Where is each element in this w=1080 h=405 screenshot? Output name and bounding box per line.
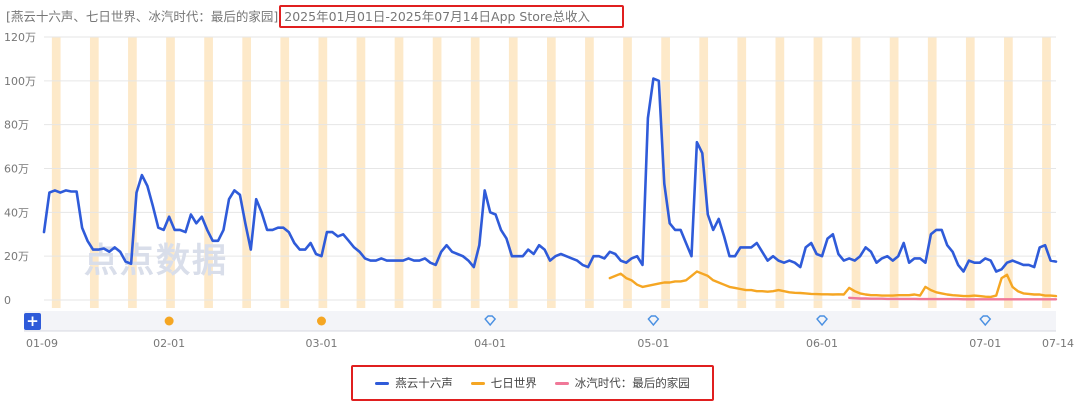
weekend-band xyxy=(470,37,480,308)
title-prefix: [燕云十六声、七日世界、冰汽时代：最后的家园] xyxy=(6,9,279,24)
x-tick-label: 02-01 xyxy=(153,337,185,350)
weekend-band xyxy=(89,37,99,308)
title-highlight: 2025年01月01日-2025年07月14日App Store总收入 xyxy=(279,5,624,28)
event-marker-dot xyxy=(164,316,174,326)
legend-label-frostpunk: 冰汽时代：最后的家园 xyxy=(574,376,690,390)
y-tick-label: 0 xyxy=(4,294,11,307)
legend-swatch-yanyun xyxy=(375,381,390,385)
weekend-band xyxy=(813,37,823,308)
weekend-band xyxy=(927,37,937,308)
weekend-band xyxy=(889,37,899,308)
legend-swatch-qiri xyxy=(470,381,485,385)
x-tick-label: 06-01 xyxy=(806,337,838,350)
y-tick-label: 120万 xyxy=(4,31,36,44)
series-line-frostpunk xyxy=(848,296,1058,301)
x-tick-label: 04-01 xyxy=(474,337,506,350)
legend-swatch-frostpunk xyxy=(554,381,569,385)
weekend-band xyxy=(128,37,137,308)
x-tick-label: 03-01 xyxy=(305,337,337,350)
legend-label-qiri: 七日世界 xyxy=(490,376,537,390)
legend-item-frostpunk[interactable]: 冰汽时代：最后的家园 xyxy=(554,375,690,391)
weekend-band xyxy=(547,37,556,308)
x-tick-label: 07-01 xyxy=(969,337,1001,350)
weekend-band xyxy=(394,37,404,308)
weekend-band xyxy=(356,37,366,308)
y-tick-label: 60万 xyxy=(4,163,29,176)
event-marker-diamond-icon xyxy=(647,315,660,327)
series-line-qiri xyxy=(608,270,1058,299)
weekend-band xyxy=(623,37,632,308)
watermark-text: 点点数据 xyxy=(84,241,228,281)
x-tick-label: 05-01 xyxy=(637,337,669,350)
weekend-band xyxy=(318,37,328,308)
x-tick-label: 07-14 xyxy=(1042,337,1074,350)
series-line-yanyun xyxy=(42,77,1058,273)
weekend-band xyxy=(1004,37,1013,308)
add-event-label: + xyxy=(26,312,39,330)
weekend-band xyxy=(51,37,61,308)
event-marker-diamond-icon xyxy=(484,315,497,327)
weekend-band xyxy=(166,37,175,308)
weekend-band xyxy=(242,37,252,308)
weekend-band xyxy=(661,37,670,308)
chart-legend: 燕云十六声 七日世界 冰汽时代：最后的家园 xyxy=(351,365,714,401)
weekend-band xyxy=(508,37,518,308)
x-tick-label: 01-09 xyxy=(26,337,58,350)
weekend-band xyxy=(965,37,975,308)
add-event-button xyxy=(24,313,41,330)
weekend-band xyxy=(432,37,442,308)
event-marker-diamond-icon xyxy=(979,315,992,327)
weekend-band xyxy=(585,37,594,308)
event-marker-diamond-icon xyxy=(816,315,828,327)
weekend-band xyxy=(280,37,290,308)
weekend-band xyxy=(1042,37,1051,308)
y-tick-label: 80万 xyxy=(4,119,29,132)
y-tick-label: 40万 xyxy=(4,206,29,219)
event-marker-dot xyxy=(316,316,326,326)
weekend-band xyxy=(851,37,861,308)
legend-label-yanyun: 燕云十六声 xyxy=(395,376,453,390)
event-track xyxy=(24,311,1056,331)
legend-item-yanyun[interactable]: 燕云十六声 xyxy=(375,375,453,391)
y-tick-label: 20万 xyxy=(4,250,29,263)
chart-title: [燕云十六声、七日世界、冰汽时代：最后的家园] 2025年01月01日-2025年… xyxy=(6,5,624,28)
y-tick-label: 100万 xyxy=(4,75,36,88)
weekend-band xyxy=(775,37,785,308)
legend-item-qiri[interactable]: 七日世界 xyxy=(470,375,537,391)
weekend-band xyxy=(204,37,213,308)
weekend-band xyxy=(737,37,747,308)
